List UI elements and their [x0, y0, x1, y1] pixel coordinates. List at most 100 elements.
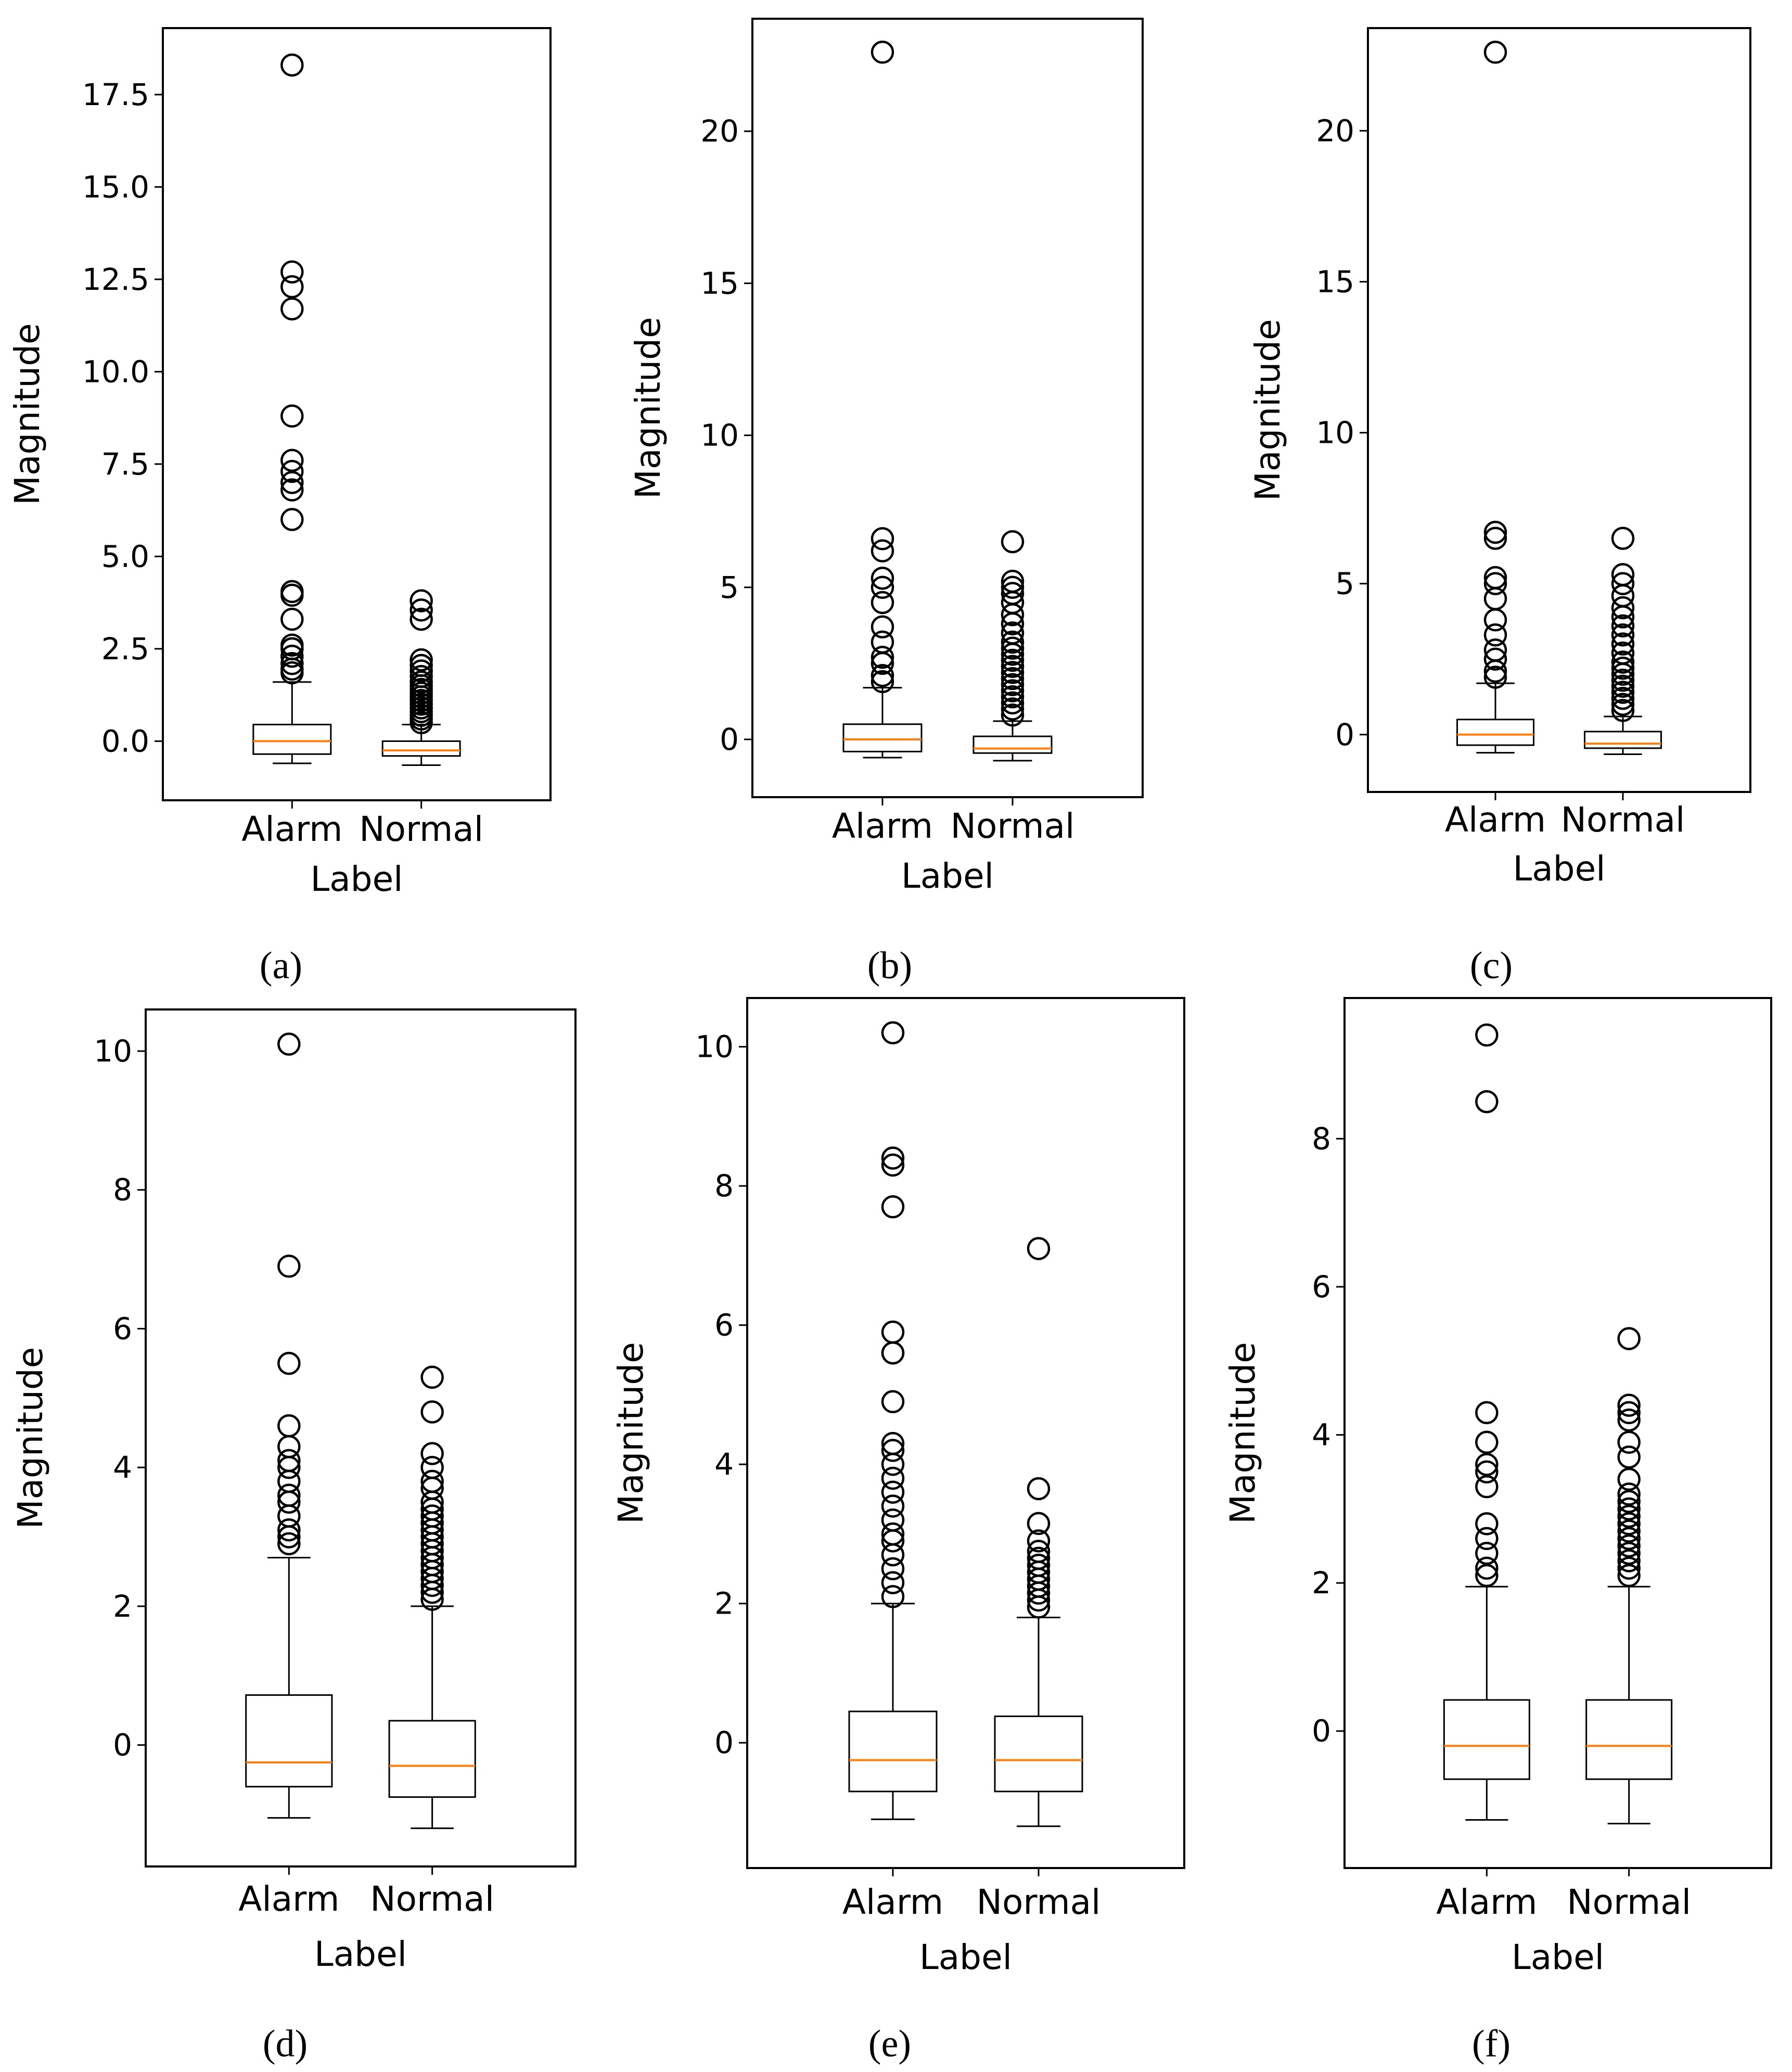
- outlier-point: [881, 1146, 905, 1170]
- outlier-point: [409, 598, 433, 622]
- boxplot-panel-d: 0 2 4 6 8 10 Alarm Normal Label Magnitude: [10, 1008, 577, 1974]
- outlier-point: [277, 1449, 301, 1473]
- outlier-point: [1001, 648, 1025, 672]
- outlier-point: [881, 1466, 905, 1490]
- y-tick-label: 6: [113, 1311, 132, 1346]
- outlier-point: [1027, 1512, 1051, 1536]
- outlier-point: [277, 1414, 301, 1438]
- outlier-point: [409, 607, 433, 631]
- outlier-point: [871, 575, 894, 599]
- outlier-point: [1001, 655, 1025, 678]
- outlier-point: [1001, 582, 1025, 605]
- iqr-box: [972, 735, 1053, 754]
- outlier-point: [1611, 686, 1635, 710]
- outlier-point: [1483, 41, 1507, 64]
- axes-frame: [751, 18, 1144, 798]
- box-normal: [388, 1365, 476, 1830]
- caption-c: (c): [1470, 944, 1513, 987]
- outlier-point: [1001, 636, 1025, 660]
- outlier-point: [280, 404, 304, 428]
- boxplot-panel-f: 0 2 4 6 8 Alarm Normal Label Magnitude: [1223, 997, 1772, 1977]
- outlier-point: [1617, 1401, 1641, 1425]
- caption-f: (f): [1472, 2023, 1511, 2065]
- iqr-box: [245, 1694, 333, 1788]
- outlier-point: [280, 607, 304, 631]
- outlier-point: [1001, 575, 1025, 599]
- iqr-box: [388, 1720, 476, 1798]
- outlier-point: [277, 1532, 301, 1556]
- y-tick-label: 17.5: [82, 77, 149, 112]
- outlier-point: [1617, 1534, 1641, 1558]
- outlier-point: [1617, 1527, 1641, 1551]
- outlier-point: [1611, 650, 1635, 674]
- outlier-point: [871, 664, 894, 687]
- outlier-point: [881, 1439, 905, 1462]
- iqr-box: [842, 723, 923, 752]
- outlier-point: [1611, 656, 1635, 680]
- boxplot-panel-b: 0 5 10 15 20 Alarm Normal Label Magnitude: [628, 18, 1144, 896]
- outlier-point: [871, 630, 894, 654]
- outlier-point: [280, 275, 304, 299]
- y-tick-label: 0: [1312, 1713, 1331, 1749]
- outlier-point: [1611, 681, 1635, 704]
- outlier-point: [881, 1480, 905, 1504]
- iqr-box: [252, 723, 332, 755]
- outlier-point: [420, 1469, 444, 1493]
- x-axis-label: Label: [310, 859, 403, 899]
- outlier-point: [881, 1195, 905, 1219]
- outlier-point: [871, 615, 894, 638]
- outlier-point: [881, 1522, 905, 1546]
- caption-a: (a): [260, 944, 302, 987]
- box-normal: [994, 1237, 1083, 1827]
- outlier-point: [1611, 572, 1635, 595]
- outlier-point: [280, 297, 304, 321]
- y-tick-label: 10: [94, 1033, 132, 1069]
- caption-b: (b): [867, 944, 912, 987]
- x-axis-label: Label: [314, 1934, 407, 1974]
- outlier-point: [1611, 693, 1635, 716]
- caption-d: (d): [263, 2023, 308, 2065]
- iqr-box: [381, 740, 461, 757]
- x-tick-label-normal: Normal: [977, 1882, 1101, 1922]
- outlier-point: [1001, 630, 1025, 654]
- outlier-point: [409, 648, 433, 672]
- y-tick-label: 8: [714, 1168, 734, 1204]
- x-tick-label-alarm: Alarm: [832, 806, 933, 846]
- panels: 0.0 2.5 5.0 7.5 10.0 12.5 15.0 17.5 Alarm Normal L…: [7, 18, 1772, 1977]
- outlier-point: [1617, 1393, 1641, 1417]
- outlier-point: [1611, 669, 1635, 692]
- y-tick-label: 10: [1316, 415, 1354, 451]
- y-axis-label: Magnitude: [1223, 1342, 1263, 1524]
- box-alarm: [1443, 1023, 1530, 1821]
- y-tick-label: 5.0: [101, 539, 149, 574]
- x-tick-label-normal: Normal: [370, 1879, 494, 1919]
- box-alarm: [245, 1032, 333, 1819]
- outlier-point: [881, 1571, 905, 1594]
- boxplot-panel-c: 0 5 10 15 20 Alarm Normal Label Magnitude: [1248, 27, 1751, 889]
- y-tick-label: 0: [113, 1728, 132, 1763]
- outlier-point: [871, 567, 894, 590]
- outlier-point: [1027, 1546, 1051, 1570]
- outlier-point: [409, 670, 433, 694]
- outlier-point: [1027, 1529, 1051, 1553]
- y-tick-label: 12.5: [82, 262, 149, 297]
- outlier-point: [1001, 621, 1025, 645]
- outlier-point: [881, 1021, 905, 1045]
- panel-captions: (a) (b) (c) (d) (e) (f): [260, 944, 1513, 2065]
- outlier-point: [1617, 1541, 1641, 1565]
- outlier-point: [1001, 673, 1025, 697]
- y-axis-label: Magnitude: [628, 317, 668, 499]
- x-axis-label: Label: [901, 856, 994, 896]
- y-tick-label: 10: [700, 418, 739, 453]
- x-axis-label: Label: [1513, 849, 1605, 889]
- y-tick-label: 2: [113, 1589, 132, 1624]
- outlier-point: [1611, 674, 1635, 698]
- outlier-point: [280, 652, 304, 675]
- outlier-point: [881, 1585, 905, 1608]
- outlier-point: [1611, 641, 1635, 665]
- outlier-point: [1475, 1541, 1499, 1565]
- outlier-point: [1475, 1401, 1499, 1425]
- outlier-point: [1001, 697, 1025, 721]
- x-tick-label-alarm: Alarm: [1436, 1882, 1537, 1922]
